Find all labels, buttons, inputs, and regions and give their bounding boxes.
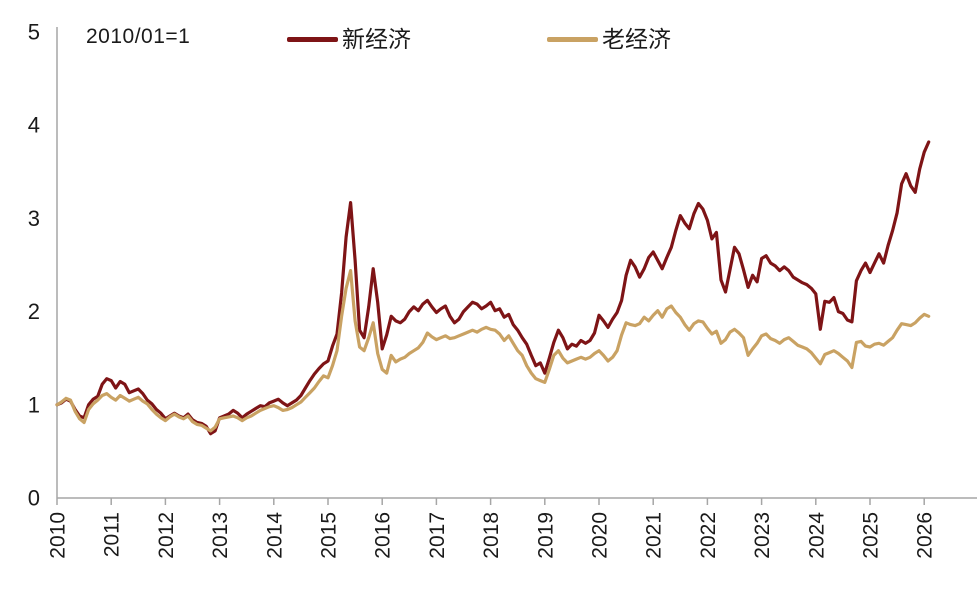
x-tick-label: 2010 [47, 512, 70, 559]
old-economy-line-swatch [547, 37, 598, 42]
x-tick-label: 2024 [805, 512, 828, 559]
legend-label-old-economy: 老经济 [602, 26, 671, 52]
legend-item-new-economy: 新经济 [287, 28, 411, 51]
y-tick-label: 0 [28, 486, 40, 511]
base-period-annotation: 2010/01=1 [86, 25, 191, 48]
x-tick-label: 2012 [155, 512, 178, 559]
legend-label-new-economy: 新经济 [342, 26, 411, 52]
x-tick-label: 2020 [589, 512, 612, 559]
x-tick-label: 2013 [209, 512, 232, 559]
x-tick-label: 2017 [426, 512, 449, 559]
x-tick-label: 2014 [263, 512, 286, 559]
new-economy-line-swatch [287, 37, 338, 42]
x-tick-label: 2015 [318, 512, 341, 559]
x-tick-label: 2023 [751, 512, 774, 559]
x-tick-label: 2016 [372, 512, 395, 559]
legend-item-old-economy: 老经济 [547, 28, 671, 51]
y-tick-label: 4 [28, 113, 40, 138]
y-tick-label: 5 [28, 20, 40, 45]
series-line-new-economy [55, 140, 931, 436]
x-tick-label: 2019 [534, 512, 557, 559]
x-tick-label: 2018 [480, 512, 503, 559]
x-tick-label: 2011 [101, 512, 124, 557]
y-tick-label: 2 [28, 299, 40, 324]
series-line-old-economy [55, 269, 931, 433]
y-tick-label: 3 [28, 206, 40, 231]
x-tick-label: 2021 [643, 512, 666, 559]
x-tick-label: 2025 [860, 512, 883, 559]
x-tick-label: 2022 [697, 512, 720, 559]
x-tick-label: 2026 [914, 512, 937, 559]
y-tick-label: 1 [28, 392, 40, 417]
